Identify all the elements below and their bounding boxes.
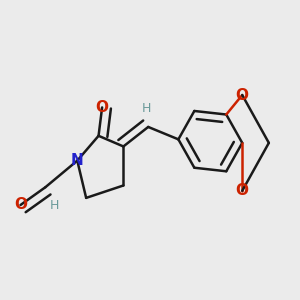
Text: O: O [236,183,249,198]
Text: H: H [50,199,59,212]
Text: O: O [96,100,109,115]
Text: H: H [142,102,151,115]
Text: N: N [71,153,84,168]
Text: O: O [14,197,27,212]
Text: O: O [236,88,249,103]
